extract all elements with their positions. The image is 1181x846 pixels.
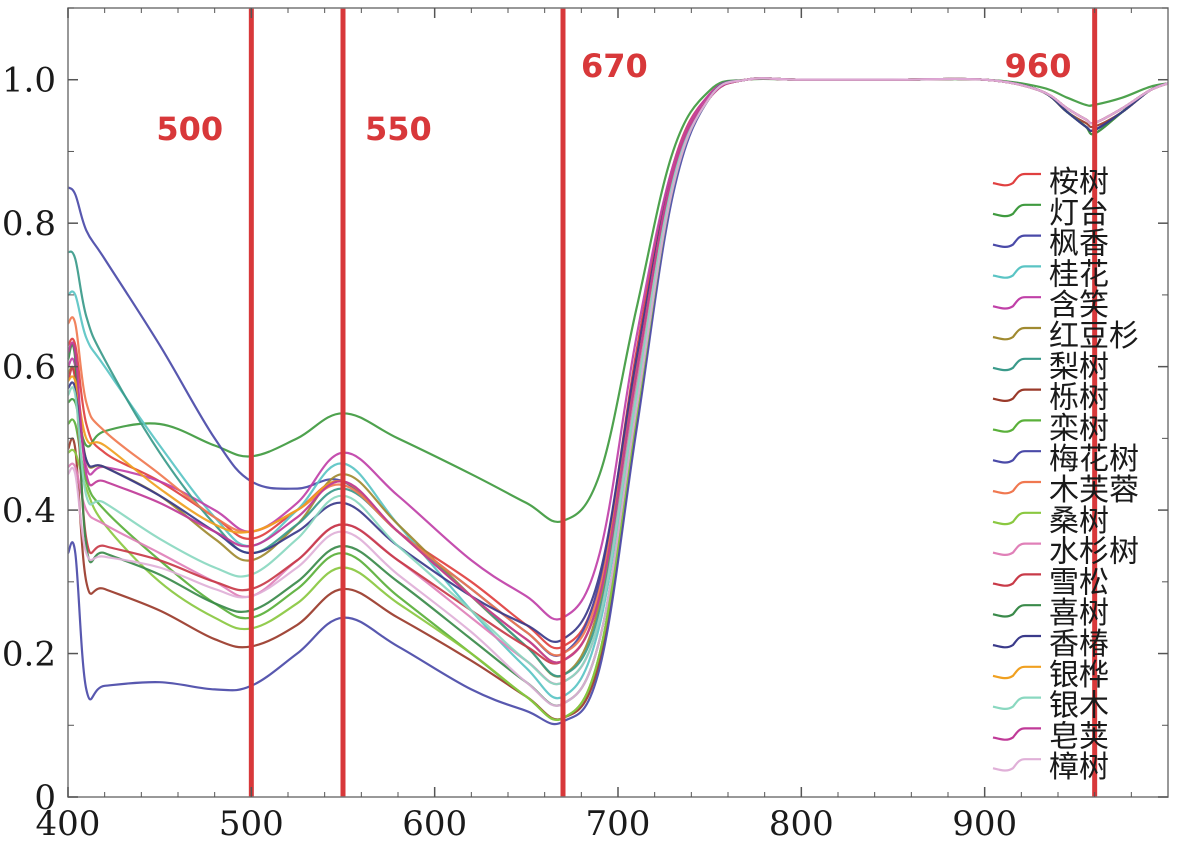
legend-swatch-10 bbox=[992, 450, 1041, 464]
legend-label-11: 木芙蓉 bbox=[1049, 473, 1139, 508]
legend-swatch-12 bbox=[992, 511, 1041, 526]
band-label-550: 550 bbox=[365, 110, 432, 148]
series-line-15 bbox=[66, 77, 1169, 707]
legend-label-1: 桉树 bbox=[1049, 165, 1109, 200]
legend-swatch-9 bbox=[992, 419, 1041, 433]
series-layer bbox=[66, 77, 1169, 726]
legend-swatch-4 bbox=[992, 265, 1041, 279]
legend-label-5: 含笑 bbox=[1049, 288, 1109, 323]
x-tick-label-0: 400 bbox=[36, 804, 101, 844]
legend-swatch-15 bbox=[992, 604, 1041, 618]
legend-label-20: 樟树 bbox=[1049, 750, 1109, 785]
legend-swatch-13 bbox=[992, 542, 1041, 556]
legend-swatch-17 bbox=[992, 665, 1041, 680]
legend-swatch-8 bbox=[992, 388, 1041, 402]
band-label-960: 960 bbox=[1005, 47, 1072, 85]
legend-label-9: 栾树 bbox=[1049, 411, 1109, 446]
legend-label-6: 红豆杉 bbox=[1049, 319, 1139, 354]
axes-layer: 0 0.2 0.4 0.6 0.8 1.0 400 500 600 700 800 900 bbox=[2, 7, 1169, 844]
legend-label-7: 梨树 bbox=[1049, 350, 1109, 385]
series-line-20 bbox=[66, 77, 1169, 707]
legend-swatch-7 bbox=[992, 357, 1041, 372]
y-tick-label-1: 0.2 bbox=[2, 635, 56, 675]
x-tick-label-4: 800 bbox=[769, 804, 834, 844]
legend-swatch-1 bbox=[992, 172, 1041, 187]
legend: 桉树灯台枫香桂花含笑红豆杉梨树栎树栾树梅花树木芙蓉桑树水杉树雪松喜树香椿银桦银木… bbox=[992, 165, 1139, 785]
legend-swatch-14 bbox=[992, 573, 1041, 587]
legend-swatch-2 bbox=[992, 203, 1041, 218]
legend-label-12: 桑树 bbox=[1049, 504, 1109, 539]
series-line-4 bbox=[67, 77, 1169, 700]
band-label-500: 500 bbox=[156, 110, 223, 148]
legend-label-15: 喜树 bbox=[1049, 596, 1109, 631]
x-tick-label-3: 700 bbox=[586, 804, 651, 844]
x-tick-label-5: 900 bbox=[952, 804, 1017, 844]
y-tick-label-0: 0 bbox=[34, 778, 56, 818]
legend-swatch-5 bbox=[992, 296, 1041, 310]
y-tick-label-5: 1.0 bbox=[2, 61, 56, 101]
legend-swatch-18 bbox=[992, 696, 1041, 710]
legend-swatch-6 bbox=[992, 326, 1041, 341]
legend-swatch-20 bbox=[992, 758, 1041, 772]
series-line-13 bbox=[67, 77, 1169, 686]
legend-label-17: 银桦 bbox=[1049, 658, 1109, 693]
legend-label-4: 桂花 bbox=[1049, 257, 1109, 292]
legend-label-10: 梅花树 bbox=[1049, 442, 1139, 477]
series-line-2 bbox=[67, 77, 1169, 524]
legend-swatch-16 bbox=[992, 634, 1041, 649]
series-line-6 bbox=[66, 77, 1169, 678]
legend-label-18: 银木 bbox=[1049, 689, 1109, 724]
series-line-16 bbox=[66, 77, 1169, 643]
legend-label-19: 皂荚 bbox=[1049, 719, 1109, 754]
band-lines-layer: 500 550 670 960 bbox=[156, 8, 1098, 797]
legend-swatch-11 bbox=[992, 480, 1041, 495]
legend-swatch-3 bbox=[992, 234, 1041, 248]
band-label-670: 670 bbox=[581, 47, 648, 85]
legend-label-16: 香椿 bbox=[1049, 627, 1109, 662]
legend-label-3: 枫香 bbox=[1049, 227, 1109, 262]
y-tick-label-4: 0.8 bbox=[2, 204, 56, 244]
legend-label-8: 栎树 bbox=[1049, 381, 1109, 416]
y-tick-label-3: 0.6 bbox=[2, 348, 56, 388]
x-tick-label-2: 600 bbox=[402, 804, 467, 844]
legend-label-13: 水杉树 bbox=[1049, 535, 1139, 570]
y-tick-label-2: 0.4 bbox=[2, 491, 56, 531]
legend-swatch-19 bbox=[992, 727, 1041, 741]
legend-label-2: 灯台 bbox=[1049, 196, 1109, 231]
x-tick-label-1: 500 bbox=[219, 804, 284, 844]
legend-label-14: 雪松 bbox=[1049, 565, 1109, 600]
